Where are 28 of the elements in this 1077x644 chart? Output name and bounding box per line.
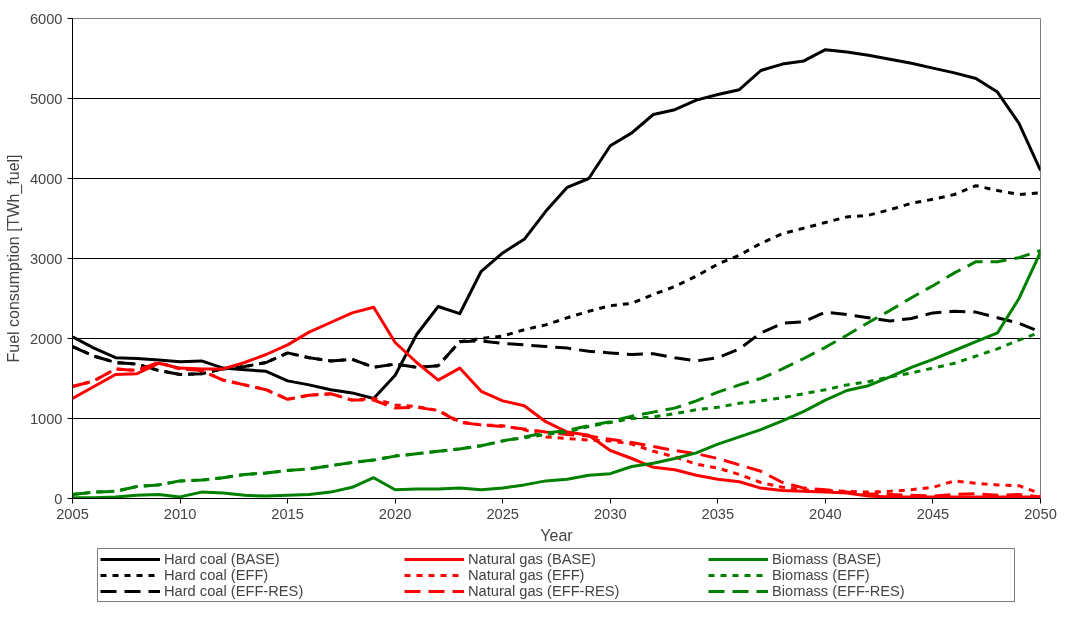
y-axis-title: Fuel consumption [TWh_fuel]	[4, 154, 23, 363]
y-tick-label: 6000	[29, 10, 63, 27]
legend-label: Natural gas (BASE)	[468, 551, 597, 567]
x-tick-label: 2025	[486, 505, 520, 522]
x-tick-label: 2020	[378, 505, 412, 522]
y-tick-label: 4000	[29, 170, 63, 187]
x-tick-label: 2005	[56, 505, 89, 522]
x-tick-label: 2040	[809, 505, 842, 522]
legend-label: Biomass (EFF)	[772, 567, 871, 583]
x-tick-label: 2045	[916, 505, 950, 522]
legend-label: Hard coal (EFF-RES)	[164, 583, 305, 599]
legend-label: Hard coal (BASE)	[164, 551, 281, 567]
legend-label: Natural gas (EFF-RES)	[468, 583, 621, 599]
legend-label: Biomass (EFF-RES)	[772, 583, 906, 599]
x-tick-label: 2010	[163, 505, 197, 522]
legend-label: Hard coal (EFF)	[164, 567, 270, 583]
x-tick-label: 2015	[271, 505, 304, 522]
x-tick-label: 2035	[701, 505, 735, 522]
legend-label: Biomass (BASE)	[772, 551, 883, 567]
y-tick-label: 1000	[29, 410, 63, 427]
x-tick-label: 2030	[593, 505, 627, 522]
legend-label: Natural gas (EFF)	[468, 567, 586, 583]
x-axis-title: Year	[540, 526, 574, 544]
y-tick-label: 0	[54, 490, 63, 507]
y-tick-label: 3000	[29, 250, 63, 267]
x-tick-label: 2050	[1024, 505, 1057, 522]
y-tick-label: 2000	[29, 330, 63, 347]
y-tick-label: 5000	[29, 90, 63, 107]
